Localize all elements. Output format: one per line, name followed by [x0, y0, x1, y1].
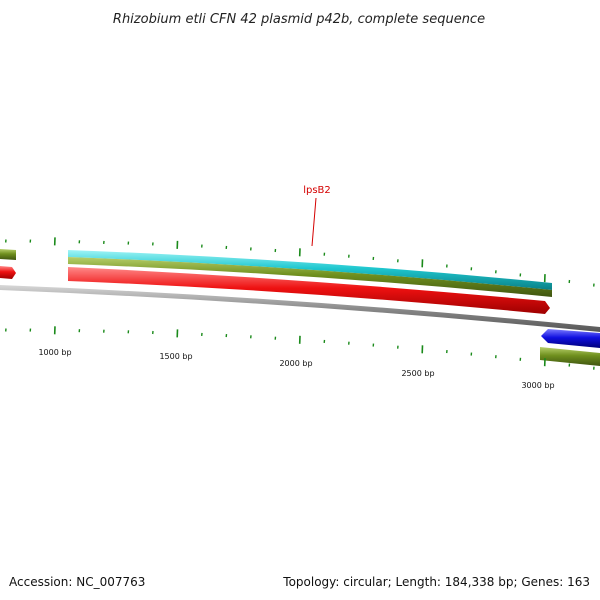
right-olive-feature — [540, 347, 600, 366]
olive-feature-track — [68, 257, 552, 297]
scale-label-3000: 3000 bp — [521, 381, 554, 390]
cyan-feature-track — [68, 250, 552, 290]
left-red-feature — [0, 266, 16, 279]
scale-label-1000: 1000 bp — [38, 348, 71, 357]
topology-summary: Topology: circular; Length: 184,338 bp; … — [282, 575, 590, 589]
map-title: Rhizobium etli CFN 42 plasmid p42b, comp… — [113, 12, 485, 27]
lower-tick-row — [5, 326, 595, 370]
gene-label-lpsB2: lpsB2 — [303, 185, 331, 196]
scale-label-2500: 2500 bp — [401, 369, 434, 378]
scale-label-1500: 1500 bp — [159, 352, 192, 361]
gene-label-leader — [311, 197, 317, 247]
accession-text: Accession: NC_007763 — [9, 575, 145, 589]
scale-label-2000: 2000 bp — [279, 359, 312, 368]
upper-tick-row — [5, 237, 595, 287]
red-feature-track — [68, 267, 550, 314]
blue-feature-arrow — [541, 329, 600, 348]
genome-backbone — [0, 285, 600, 332]
left-olive-feature — [0, 249, 16, 260]
